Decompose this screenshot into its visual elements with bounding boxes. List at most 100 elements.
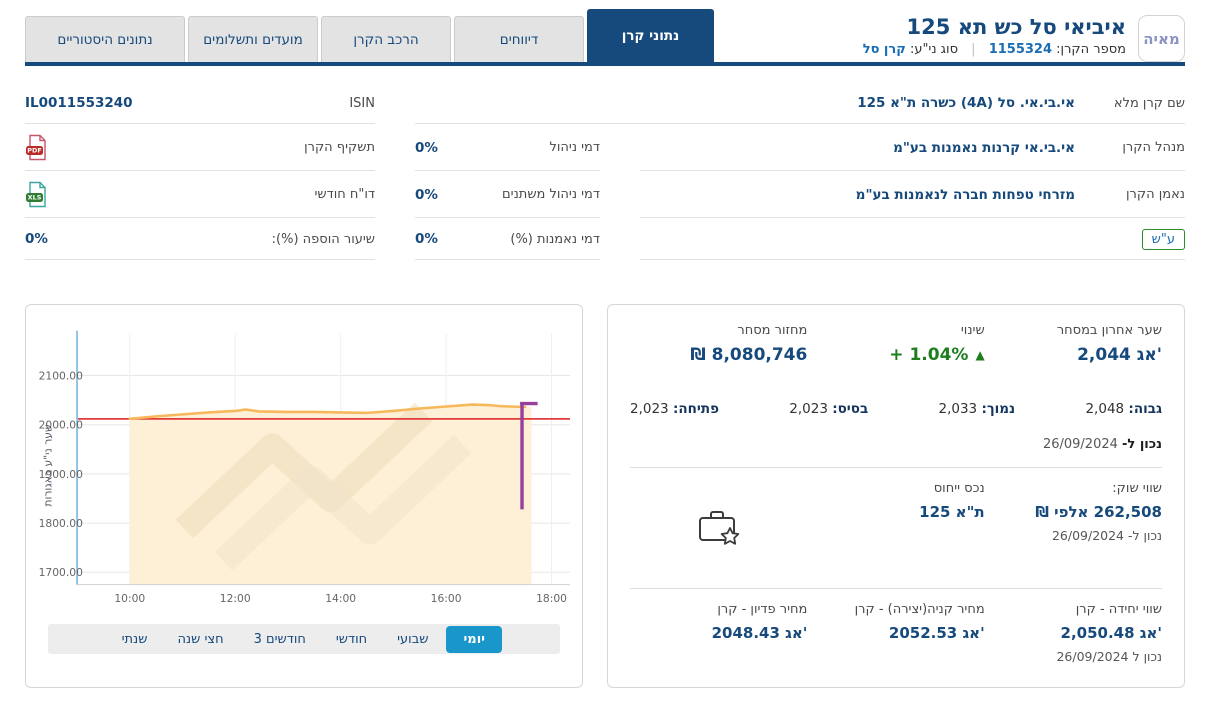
as-of-label: נכון ל-: [1122, 437, 1162, 452]
details-row-2: מנהל הקרן אי.בי.אי קרנות נאמנות בע"מ דמי…: [25, 124, 1185, 171]
details-row-4: ע"ש דמי נאמנות (%) 0% שיעור הוספה (%): 0…: [25, 218, 1185, 260]
redemption-price-block: מחיר פדיון - קרן 2048.43 אג': [630, 602, 808, 694]
last-price-value: 2,044 אג': [1077, 345, 1162, 365]
last-price-block: שער אחרון במסחר 2,044 אג': [985, 323, 1162, 365]
svg-text:10:00: 10:00: [114, 592, 145, 605]
fund-manager-label: מנהל הקרן: [1122, 140, 1185, 155]
reference-asset-label: נכס ייחוס: [933, 481, 985, 496]
svg-text:שער ני"ע באגורות: שער ני"ע באגורות: [42, 424, 55, 507]
low-stat: נמוך: 2,033: [939, 401, 1016, 417]
market-cap-block: שווי שוק: 262,508 אלפי ₪ נכון ל- 26/09/2…: [985, 481, 1162, 573]
management-fee-label: דמי ניהול: [549, 140, 600, 155]
svg-text:14:00: 14:00: [325, 592, 356, 605]
volume-label: מחזור מסחר: [737, 323, 808, 338]
creation-price-value: 2052.53 אג': [888, 624, 985, 642]
price-chart-card: 2100.00 2000.00 1900.00 1800.00 1700.00 10:00…: [25, 304, 583, 688]
creation-price-block: מחיר קניה(יצירה) - קרן 2052.53 אג': [807, 602, 985, 694]
section-divider: [630, 588, 1162, 589]
creation-price-label: מחיר קניה(יצירה) - קרן: [854, 602, 985, 617]
prospectus-download-button[interactable]: PDF: [25, 134, 49, 161]
market-cap-as-of: נכון ל- 26/09/2024: [1051, 528, 1162, 543]
period-3-months-button[interactable]: 3 חודשים: [242, 628, 318, 651]
maya-logo[interactable]: מאיה: [1138, 15, 1185, 62]
content-area: שער אחרון במסחר 2,044 אג' שינוי ▲ + 1.04…: [25, 304, 1185, 688]
svg-text:2100.00: 2100.00: [39, 369, 84, 382]
field-isin: ISIN IL0011553240: [25, 82, 375, 124]
page-title: איביאי סל כש תא 125: [906, 15, 1126, 39]
change-block: שינוי ▲ + 1.04%: [807, 323, 984, 365]
tab-reports[interactable]: דיווחים: [454, 16, 584, 62]
monthly-report-label: דו"ח חודשי: [314, 187, 376, 202]
last-price-label: שער אחרון במסחר: [1056, 323, 1162, 338]
xls-file-icon: XLS: [26, 181, 46, 208]
addition-rate-label: שיעור הוספה (%):: [271, 231, 375, 247]
prospectus-label: תשקיף הקרן: [304, 140, 375, 155]
open-value: 2,023: [630, 401, 669, 417]
full-fund-name-label: שם קרן מלא: [1113, 95, 1185, 111]
volume-value: 8,080,746 ₪: [690, 345, 808, 365]
tab-historical-data[interactable]: נתונים היסטוריים: [25, 16, 185, 62]
unit-value-as-of: נכון ל 26/09/2024: [1056, 649, 1162, 664]
period-yearly-button[interactable]: שנתי: [110, 628, 160, 651]
tab-fund-data[interactable]: נתוני קרן: [587, 9, 714, 62]
fund-number-link[interactable]: 1155324: [988, 42, 1053, 57]
period-monthly-button[interactable]: חודשי: [324, 628, 379, 651]
pdf-file-icon: PDF: [26, 134, 46, 161]
base-value: 2,023: [789, 401, 828, 417]
tab-dates-payments[interactable]: מועדים ותשלומים: [188, 16, 318, 62]
full-fund-name-value: אי.בי.אי. סל (4A) כשרה ת"א 125: [857, 95, 1075, 111]
brand-block: מאיה איביאי סל כש תא 125 מספר הקרן: 1155…: [863, 7, 1185, 62]
base-stat: בסיס: 2,023: [789, 401, 868, 417]
svg-text:XLS: XLS: [28, 194, 42, 202]
period-daily-button[interactable]: יומי: [446, 625, 502, 653]
page-header: מאיה איביאי סל כש תא 125 מספר הקרן: 1155…: [25, 0, 1185, 62]
trustee-fee-label: דמי נאמנות (%): [510, 231, 600, 247]
monthly-report-download-button[interactable]: XLS: [25, 181, 49, 208]
field-prospectus: תשקיף הקרן PDF: [25, 124, 375, 171]
field-full-fund-name: שם קרן מלא אי.בי.אי. סל (4A) כשרה ת"א 12…: [415, 82, 1185, 124]
security-type-link[interactable]: קרן סל: [862, 42, 906, 57]
details-row-3: נאמן הקרן מזרחי טפחות חברה לנאמנות בע"מ …: [25, 171, 1185, 218]
chart-period-selector: יומי שבועי חודשי 3 חודשים חצי שנה שנתי: [48, 624, 560, 654]
trustee-fee-value: 0%: [415, 231, 438, 247]
title-block: איביאי סל כש תא 125 מספר הקרן: 1155324 |…: [863, 15, 1126, 57]
variable-fee-label: דמי ניהול משתנים: [502, 187, 600, 202]
unit-value-label: שווי יחידה - קרן: [1075, 602, 1162, 617]
unit-value-value: 2,050.48 אג': [1060, 624, 1162, 642]
field-monthly-report: דו"ח חודשי XLS: [25, 171, 375, 218]
field-trustee-fee: דמי נאמנות (%) 0%: [415, 218, 600, 260]
reference-asset-value: ת"א 125: [919, 503, 985, 521]
period-half-year-button[interactable]: חצי שנה: [165, 628, 235, 651]
unit-value-block: שווי יחידה - קרן 2,050.48 אג' נכון ל 26/…: [985, 602, 1162, 694]
fund-number-label: מספר הקרן:: [1056, 42, 1126, 57]
period-weekly-button[interactable]: שבועי: [385, 628, 440, 651]
svg-text:18:00: 18:00: [536, 592, 567, 605]
fund-trustee-label: נאמן הקרן: [1126, 187, 1185, 202]
change-label: שינוי: [960, 323, 985, 338]
low-value: 2,033: [938, 401, 978, 417]
ohlc-row: גבוה: 2,048 נמוך: 2,033 בסיס: 2,023 פתיח…: [630, 401, 1162, 417]
open-stat: פתיחה: 2,023: [630, 401, 719, 417]
addition-rate-value: 0%: [25, 231, 48, 247]
base-label: בסיס:: [832, 401, 869, 417]
svg-text:16:00: 16:00: [431, 592, 462, 605]
tab-fund-composition[interactable]: הרכב הקרן: [321, 16, 451, 62]
field-fund-manager: מנהל הקרן אי.בי.אי קרנות נאמנות בע"מ: [640, 124, 1185, 171]
isin-label: ISIN: [349, 95, 375, 111]
field-registered-badge: ע"ש: [640, 218, 1185, 260]
svg-text:2000.00: 2000.00: [39, 419, 84, 432]
fund-subtitle: מספר הקרן: 1155324 | סוג ני"ע: קרן סל: [863, 42, 1126, 57]
redemption-price-label: מחיר פדיון - קרן: [717, 602, 808, 617]
market-data-card: שער אחרון במסחר 2,044 אג' שינוי ▲ + 1.04…: [607, 304, 1185, 688]
market-cap-label: שווי שוק:: [1112, 481, 1162, 496]
high-stat: גבוה: 2,048: [1085, 401, 1162, 417]
market-cap-section: שווי שוק: 262,508 אלפי ₪ נכון ל- 26/09/2…: [630, 481, 1162, 573]
field-management-fee: דמי ניהול 0%: [415, 124, 600, 171]
price-chart: 2100.00 2000.00 1900.00 1800.00 1700.00 10:00…: [39, 330, 570, 605]
field-addition-rate: שיעור הוספה (%): 0%: [25, 218, 375, 260]
field-variable-fee: דמי ניהול משתנים 0%: [415, 171, 600, 218]
low-label: נמוך:: [981, 401, 1016, 417]
field-fund-trustee: נאמן הקרן מזרחי טפחות חברה לנאמנות בע"מ: [640, 171, 1185, 218]
registered-badge: ע"ש: [1141, 228, 1185, 250]
briefcase-star-icon: [698, 511, 739, 545]
